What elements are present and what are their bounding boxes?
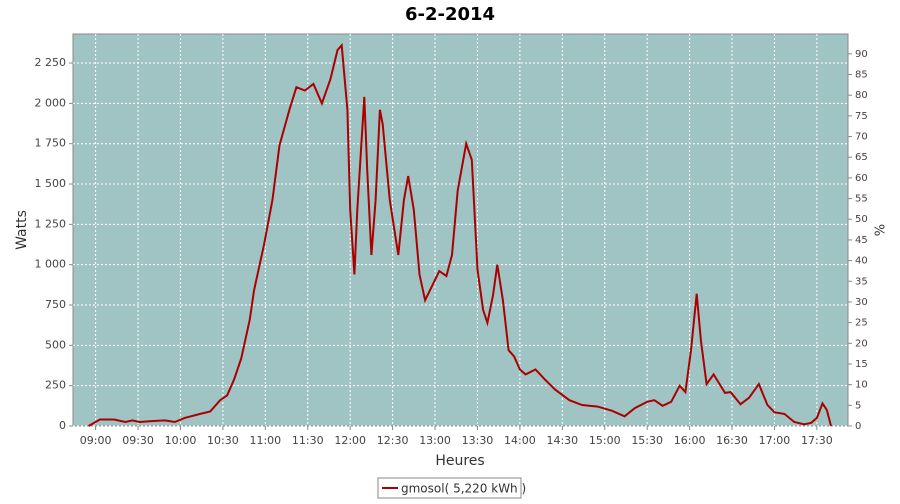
- series-line: [88, 42, 832, 427]
- x-tick-label: 15:30: [631, 434, 663, 447]
- y2-tick-label: 70: [855, 132, 868, 143]
- y2-tick-label: 55: [855, 194, 868, 205]
- x-tick-label: 11:00: [249, 434, 281, 447]
- y-tick-label: 1 750: [35, 137, 67, 150]
- x-tick-label: 17:30: [801, 434, 833, 447]
- x-tick-label: 11:30: [292, 434, 324, 447]
- y-tick-label: 0: [59, 419, 66, 432]
- x-tick-label: 14:00: [504, 434, 536, 447]
- x-tick-label: 14:30: [546, 434, 578, 447]
- x-tick-label: 10:00: [165, 434, 197, 447]
- plot-area: [72, 33, 849, 427]
- y2-tick-label: 35: [855, 276, 868, 287]
- y-tick-label: 1 250: [35, 217, 67, 230]
- x-tick-label: 15:00: [589, 434, 621, 447]
- y2-tick-label: 15: [855, 359, 868, 370]
- y-tick-label: 500: [45, 338, 66, 351]
- x-tick-label: 12:00: [334, 434, 366, 447]
- x-tick-label: 12:30: [377, 434, 409, 447]
- x-tick-label: 17:00: [759, 434, 791, 447]
- y2-tick-label: 40: [855, 256, 868, 267]
- y2-tick-label: 30: [855, 297, 868, 308]
- y2-tick-label: 45: [855, 235, 868, 246]
- y-tick-label: 2 250: [35, 56, 67, 69]
- y2-tick-label: 65: [855, 152, 868, 163]
- y2-tick-label: 0: [855, 421, 861, 432]
- y2-axis-label: %: [874, 224, 889, 236]
- x-tick-label: 13:00: [419, 434, 451, 447]
- y2-tick-label: 50: [855, 214, 868, 225]
- x-tick-label: 09:00: [80, 434, 112, 447]
- y2-tick-label: 90: [855, 49, 868, 60]
- y2-tick-label: 10: [855, 380, 868, 391]
- y2-tick-label: 85: [855, 70, 868, 81]
- x-tick-label: 13:30: [462, 434, 494, 447]
- legend: [377, 477, 522, 499]
- y-tick-label: 1 000: [35, 258, 67, 271]
- x-tick-label: 10:30: [207, 434, 239, 447]
- y-axis-label: Watts: [14, 210, 30, 250]
- y2-tick-label: 80: [855, 90, 868, 101]
- y2-tick-label: 60: [855, 173, 868, 184]
- y2-tick-label: 20: [855, 338, 868, 349]
- x-tick-label: 09:30: [122, 434, 154, 447]
- x-axis-label: Heures: [435, 453, 484, 469]
- chart-title: 6-2-2014: [405, 4, 495, 25]
- y-tick-label: 1 500: [35, 177, 67, 190]
- y-tick-label: 250: [45, 379, 66, 392]
- y2-tick-label: 75: [855, 111, 868, 122]
- y2-tick-label: 25: [855, 318, 868, 329]
- y-tick-label: 750: [45, 298, 66, 311]
- x-tick-label: 16:30: [716, 434, 748, 447]
- y2-tick-label: 5: [855, 400, 861, 411]
- legend-label: gmosol( 5,220 kWh ): [401, 482, 526, 496]
- y-tick-label: 2 000: [35, 96, 67, 109]
- x-tick-label: 16:00: [674, 434, 706, 447]
